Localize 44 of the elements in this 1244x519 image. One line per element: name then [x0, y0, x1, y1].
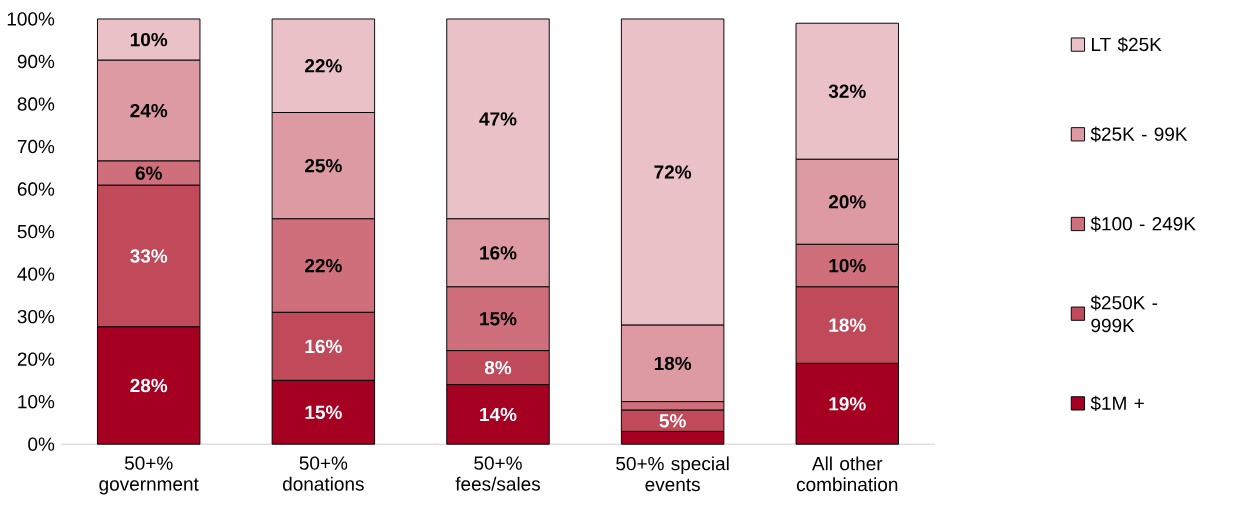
legend-label: $100 - 249K	[1090, 216, 1196, 232]
data-label: 20%	[828, 195, 866, 209]
data-label: 16%	[480, 246, 517, 260]
y-tick-label: 90%	[17, 54, 55, 69]
y-tick-label: 60%	[17, 182, 55, 196]
x-tick-label: 50+% special events	[616, 456, 729, 492]
legend-label: LT $25K	[1092, 36, 1162, 53]
data-label: 22%	[305, 258, 342, 273]
data-label: 18%	[829, 318, 866, 332]
y-tick-label: 30%	[17, 309, 55, 324]
data-label: 33%	[130, 249, 168, 263]
data-label: 25%	[305, 158, 342, 173]
data-label: 72%	[654, 165, 692, 179]
y-tick-label: 40%	[17, 267, 55, 281]
legend-label: $25K - 99K	[1090, 126, 1188, 142]
data-label: 24%	[130, 103, 168, 118]
y-tick-label: 50%	[17, 224, 55, 239]
y-tick-label: 70%	[17, 139, 55, 154]
data-label: 15%	[480, 311, 517, 326]
x-tick-label: 50+% fees/sales	[455, 456, 541, 491]
data-label: 15%	[305, 405, 342, 419]
data-label: 10%	[829, 258, 866, 273]
y-tick-label: 0%	[28, 437, 55, 451]
data-label: 6%	[135, 166, 162, 180]
data-label: 14%	[480, 407, 517, 422]
legend-label: $1M +	[1090, 395, 1144, 411]
data-label: 10%	[130, 32, 168, 47]
x-tick-label: 50+% donations	[282, 456, 364, 491]
data-label: 47%	[479, 112, 517, 126]
y-tick-label: 10%	[18, 394, 55, 409]
x-tick-label: 50+% government	[99, 456, 199, 495]
data-label: 5%	[659, 414, 686, 428]
data-label: 8%	[484, 360, 512, 375]
y-tick-label: 20%	[17, 352, 55, 366]
data-label: 22%	[305, 58, 342, 73]
legend-label: $250K - 999K	[1090, 295, 1158, 333]
data-label: 28%	[130, 378, 168, 393]
x-tick-label: All other combination	[796, 456, 898, 492]
data-label: 18%	[654, 356, 692, 371]
data-label: 16%	[305, 339, 342, 354]
data-label: 32%	[828, 84, 866, 98]
y-tick-label: 100%	[7, 12, 55, 26]
y-tick-label: 80%	[17, 97, 55, 111]
data-label: 19%	[829, 397, 866, 411]
